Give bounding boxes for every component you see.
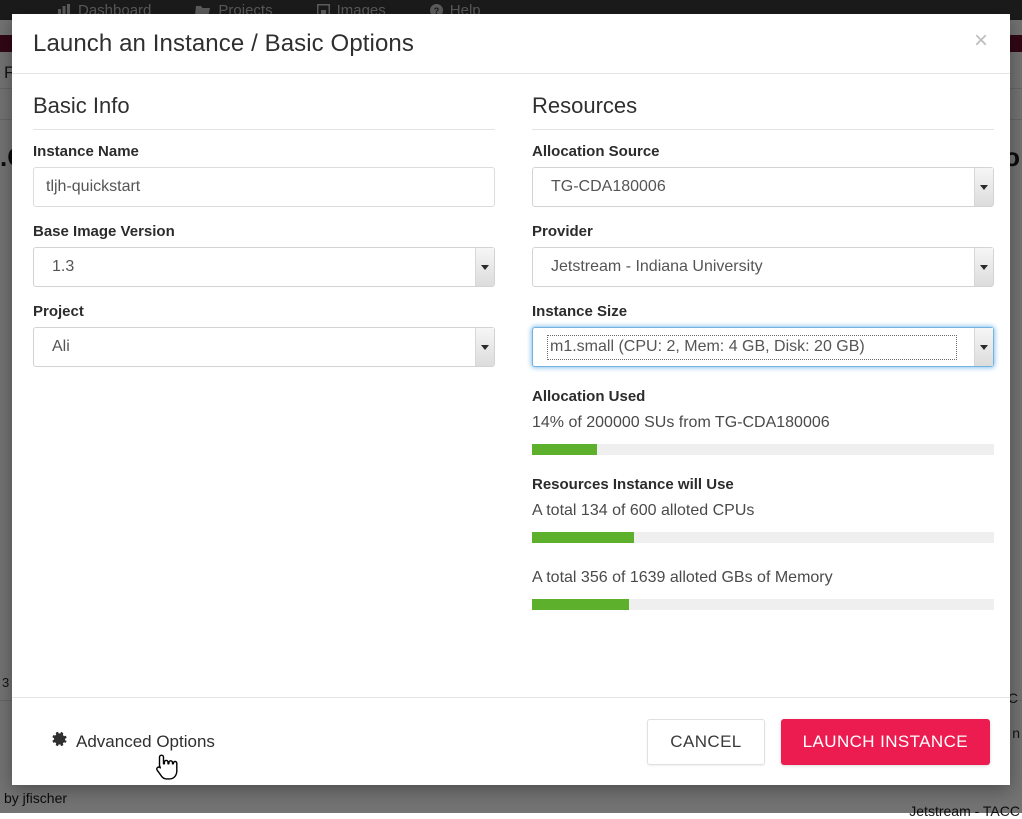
instance-name-label: Instance Name: [33, 143, 495, 160]
project-label: Project: [33, 303, 495, 320]
close-icon[interactable]: ×: [966, 26, 996, 56]
memory-usage-progress: [532, 599, 994, 610]
basic-info-column: Basic Info Instance Name Base Image Vers…: [33, 93, 495, 697]
modal-title: Launch an Instance / Basic Options: [12, 30, 414, 58]
instance-size-value: m1.small (CPU: 2, Mem: 4 GB, Disk: 20 GB…: [548, 336, 956, 359]
footer-actions: CANCEL LAUNCH INSTANCE: [647, 719, 990, 765]
allocation-source-value: TG-CDA180006: [551, 178, 666, 196]
chevron-down-icon[interactable]: [475, 248, 494, 286]
modal-header: Launch an Instance / Basic Options ×: [12, 14, 1010, 74]
background-footer-provider: Jetstream - TACC: [909, 803, 1020, 819]
chevron-down-icon[interactable]: [974, 168, 993, 206]
advanced-options-label: Advanced Options: [76, 732, 215, 752]
allocation-used-text: 14% of 200000 SUs from TG-CDA180006: [532, 414, 994, 432]
modal-footer: Advanced Options CANCEL LAUNCH INSTANCE: [12, 697, 1010, 785]
cpu-usage-text: A total 134 of 600 alloted CPUs: [532, 502, 994, 520]
basic-info-heading: Basic Info: [33, 93, 495, 130]
project-value: Ali: [52, 338, 70, 356]
base-image-version-select[interactable]: 1.3: [33, 247, 495, 287]
chevron-down-icon[interactable]: [475, 328, 494, 366]
cpu-usage-progress: [532, 532, 994, 543]
allocation-used-progress-fill: [532, 444, 597, 455]
modal-body: Basic Info Instance Name Base Image Vers…: [12, 74, 1010, 697]
launch-instance-modal: Launch an Instance / Basic Options × Bas…: [12, 14, 1010, 785]
background-footer-author: by jfischer: [4, 790, 67, 806]
project-select[interactable]: Ali: [33, 327, 495, 367]
chevron-down-icon[interactable]: [974, 248, 993, 286]
gear-icon: [51, 731, 68, 753]
launch-instance-button[interactable]: LAUNCH INSTANCE: [781, 719, 990, 765]
background-fragment-right-n: n: [1012, 725, 1020, 741]
cancel-button[interactable]: CANCEL: [647, 719, 764, 765]
base-image-version-label: Base Image Version: [33, 223, 495, 240]
provider-select[interactable]: Jetstream - Indiana University: [532, 247, 994, 287]
allocation-source-select[interactable]: TG-CDA180006: [532, 167, 994, 207]
instance-name-input[interactable]: [33, 167, 495, 207]
advanced-options-button[interactable]: Advanced Options: [51, 731, 215, 753]
background-footer: by jfischer Jetstream - TACC: [0, 790, 1022, 813]
allocation-source-label: Allocation Source: [532, 143, 994, 160]
provider-value: Jetstream - Indiana University: [551, 258, 763, 276]
allocation-used-heading: Allocation Used: [532, 388, 994, 405]
allocation-used-progress: [532, 444, 994, 455]
resources-column: Resources Allocation Source TG-CDA180006…: [532, 93, 994, 697]
resources-heading: Resources: [532, 93, 994, 130]
instance-size-select[interactable]: m1.small (CPU: 2, Mem: 4 GB, Disk: 20 GB…: [532, 327, 994, 367]
cpu-usage-progress-fill: [532, 532, 634, 543]
instance-will-use-heading: Resources Instance will Use: [532, 476, 994, 493]
provider-label: Provider: [532, 223, 994, 240]
memory-usage-text: A total 356 of 1639 alloted GBs of Memor…: [532, 569, 994, 587]
base-image-version-value: 1.3: [52, 258, 74, 276]
instance-size-label: Instance Size: [532, 303, 994, 320]
background-fragment-count: 3: [2, 675, 9, 690]
memory-usage-progress-fill: [532, 599, 629, 610]
chevron-down-icon[interactable]: [974, 328, 993, 366]
